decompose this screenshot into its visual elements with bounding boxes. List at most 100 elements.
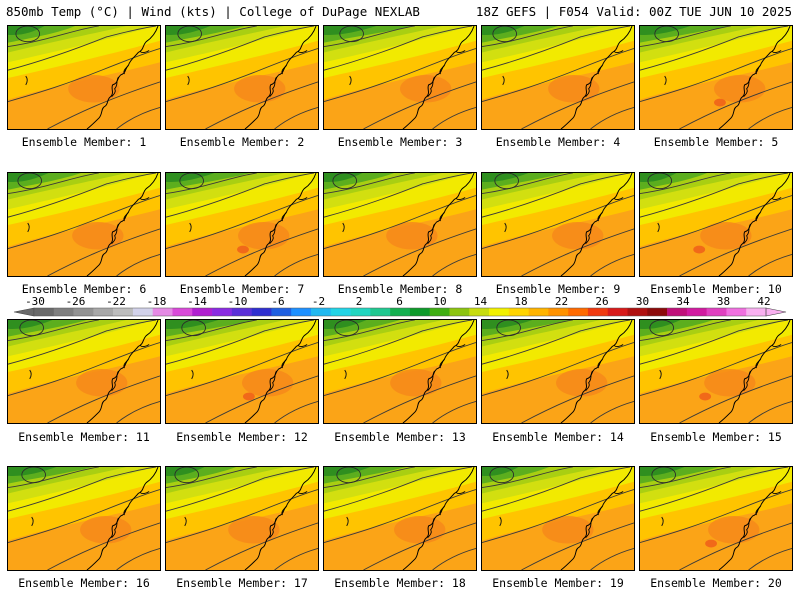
temp-band — [640, 26, 691, 35]
contour-line — [482, 467, 631, 512]
cape-outline — [613, 50, 624, 54]
colorbar-swatch — [489, 308, 510, 316]
bay-outline — [111, 223, 119, 244]
contour-line — [116, 106, 160, 129]
contour-line — [8, 173, 99, 195]
low-contour — [179, 173, 204, 190]
contour-line — [116, 253, 160, 276]
contour-line — [8, 467, 99, 489]
temp-band — [166, 173, 215, 182]
colorbar-swatch — [251, 308, 272, 316]
cape-outline — [613, 197, 624, 201]
contour-line — [748, 547, 792, 570]
ensemble-map-panel — [323, 25, 477, 130]
colorbar-tick-label: 30 — [636, 296, 649, 308]
contour-line — [47, 375, 160, 423]
bay-outline — [439, 211, 445, 222]
contour-line — [8, 48, 160, 102]
wind-barb — [506, 369, 509, 380]
temp-band — [640, 467, 685, 476]
low-contour — [336, 467, 361, 484]
low-contour — [339, 26, 364, 43]
temp-band — [482, 173, 529, 182]
colorbar-swatch — [34, 308, 55, 316]
contour-line — [640, 342, 792, 396]
contour-line — [205, 522, 318, 570]
warm-core — [234, 75, 286, 103]
bay-outline — [427, 370, 435, 391]
bay-outline — [743, 517, 751, 538]
ensemble-map-panel — [639, 466, 793, 571]
low-contour — [492, 26, 517, 43]
ensemble-member-label: Ensemble Member: 16 — [18, 576, 150, 590]
colorbar-swatch — [212, 308, 233, 316]
ensemble-map — [482, 173, 634, 276]
contour-line — [590, 547, 634, 570]
bay-outline — [281, 358, 287, 369]
ensemble-map-panel — [323, 466, 477, 571]
warm-core — [400, 75, 452, 103]
colorbar-swatch — [291, 308, 312, 316]
wind-barb — [349, 75, 352, 86]
contour-line — [274, 106, 318, 129]
ensemble-member-label: Ensemble Member: 8 — [337, 282, 463, 296]
ensemble-map-panel — [165, 466, 319, 571]
cape-outline — [139, 197, 150, 201]
ensemble-map — [482, 467, 634, 570]
wind-barb — [184, 516, 187, 527]
temp-band — [482, 320, 533, 329]
bay-outline — [439, 64, 445, 75]
wind-barb — [187, 75, 190, 86]
contour-line — [324, 467, 473, 512]
contour-line — [166, 489, 318, 543]
cape-outline — [771, 344, 782, 348]
colorbar-tick-label: 38 — [717, 296, 730, 308]
ensemble-member-label: Ensemble Member: 15 — [650, 430, 782, 444]
bay-outline — [269, 370, 277, 391]
wind-barb — [189, 222, 192, 233]
contour-line — [166, 467, 315, 512]
contour-line — [482, 48, 634, 102]
low-contour — [19, 320, 44, 337]
ensemble-member-label: Ensemble Member: 12 — [176, 430, 308, 444]
ensemble-map — [324, 173, 476, 276]
contour-line — [205, 81, 318, 129]
low-contour — [17, 173, 42, 190]
ensemble-map — [166, 173, 318, 276]
ensemble-map-panel — [7, 172, 161, 277]
wind-barb — [499, 516, 502, 527]
contour-line — [482, 342, 634, 396]
colorbar-swatch — [627, 308, 648, 316]
contour-line — [363, 375, 476, 423]
ensemble-map-panel — [481, 172, 635, 277]
contour-line — [482, 26, 573, 48]
contour-line — [205, 228, 318, 276]
cape-outline — [455, 197, 466, 201]
wind-barb — [502, 75, 505, 86]
warm-core — [704, 369, 756, 397]
contour-line — [432, 253, 476, 276]
wind-barb — [657, 222, 660, 233]
temperature-colorbar: -30 -26 -22 -18 -14 -10 -6 -2 2 6 10 14 18 22 26 30 34 38… — [13, 296, 787, 317]
contour-line — [482, 173, 631, 218]
wind-barb — [29, 369, 32, 380]
ensemble-member-label: Ensemble Member: 19 — [492, 576, 624, 590]
contour-line — [640, 195, 792, 249]
cape-outline — [139, 50, 150, 54]
colorbar-swatch — [73, 308, 94, 316]
contour-line — [590, 253, 634, 276]
warm-core — [556, 369, 608, 397]
bay-outline — [123, 211, 129, 222]
bay-outline — [597, 358, 603, 369]
bay-outline — [427, 517, 435, 538]
colorbar-swatch — [132, 308, 154, 316]
colorbar-swatch — [152, 308, 173, 316]
ensemble-map — [640, 173, 792, 276]
colorbar-tick-label: -10 — [228, 296, 248, 308]
bay-outline — [743, 76, 751, 97]
wind-barb — [659, 369, 662, 380]
ensemble-member-label: Ensemble Member: 17 — [176, 576, 308, 590]
bay-outline — [597, 505, 603, 516]
colorbar-swatch — [390, 308, 411, 316]
cape-outline — [771, 491, 782, 495]
